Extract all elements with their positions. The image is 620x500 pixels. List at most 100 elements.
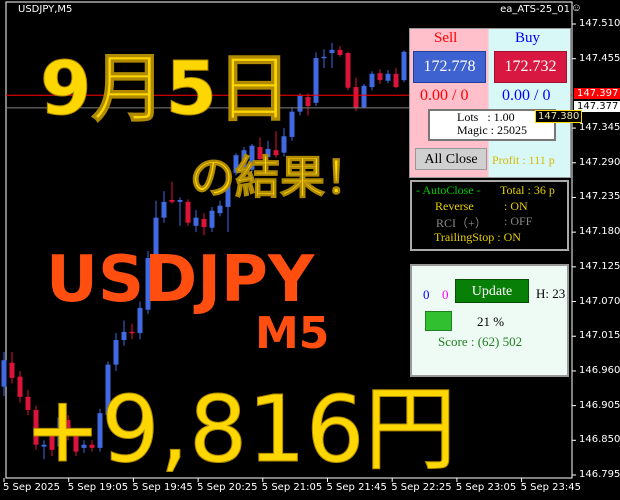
time-tick-label: 5 Sep 21:45 [326,482,387,493]
candle-body [281,136,287,153]
candle-body [137,307,143,334]
count-magenta: 0 [442,287,449,302]
overlay-timeframe: M5 [255,308,330,359]
candle-body [41,444,47,447]
price-tick-label: 146.905 [579,399,620,411]
time-tick-label: 5 Sep 23:45 [520,482,581,493]
ask-price-label: 147.377 [574,101,620,112]
all-close-button[interactable]: All Close [415,148,487,170]
candle-body [377,73,383,81]
smiley-icon: ☺ [570,2,582,14]
time-tick-label: 5 Sep 19:05 [67,482,129,493]
time-tick-label: 5 Sep 20:25 [197,482,258,493]
candle-body [121,331,127,341]
price-tick-label: 146.795 [579,469,620,480]
candle-body [1,360,7,387]
lots-value: Lots : 1.00 [457,110,515,124]
candle-body [33,410,39,445]
trailing-stop: TrailingStop : ON [434,230,521,244]
order-price-label: 147.380 [535,110,583,123]
status-panel: 0 0 Update H: 23 21 % Score : (62) 502 [410,264,569,377]
candle-body [193,217,199,226]
candle-body [337,49,343,55]
candle-body [105,364,111,416]
candle-body [145,258,151,310]
time-tick-label: 5 Sep 23:05 [455,482,517,493]
candle-body [265,148,271,158]
buy-button[interactable]: 172.732 [494,51,567,83]
candle-body [289,111,295,137]
progress-label: 21 % [477,314,505,329]
reverse-value: : ON [504,199,528,213]
candle-body [217,205,223,214]
price-tick-label: 147.290 [579,156,620,168]
overlay-result: の結果！ [189,151,371,204]
overlay-date: 9月5日 [40,46,292,132]
auto-close-panel: - AutoClose - Total : 36 p Reverse : ON … [410,180,569,251]
candle-body [225,172,231,207]
candle-body [169,199,175,202]
candle-body [65,420,71,435]
candle-body [49,434,55,450]
candle-body [97,413,103,448]
candle-body [329,49,335,54]
candle-body [129,331,135,334]
score-value: Score : (62) 502 [438,334,523,349]
time-tick-label: 5 Sep 22:25 [391,482,452,493]
candle-body [185,201,191,223]
candle-body [257,147,263,159]
price-tick-label: 146.850 [579,434,620,446]
price-tick-label: 147.235 [579,191,620,203]
candle-body [73,432,79,452]
price-tick-label: 147.125 [579,260,620,272]
candle-body [321,56,327,59]
candle-body [401,51,407,81]
magic-value: Magic : 25025 [457,123,527,137]
bid-price-label: 147.397 [574,88,620,99]
candle-body [81,444,87,448]
candle-body [297,95,303,112]
price-tick-label: 147.345 [579,122,620,134]
progress-indicator [425,311,452,331]
candle-body [177,199,183,202]
sell-button[interactable]: 172.778 [413,51,486,83]
candle-body [113,340,119,365]
candle-body [393,73,399,88]
buy-label: Buy [515,30,541,46]
candle-body [305,97,311,106]
price-tick-label: 147.455 [579,52,620,64]
candle-body [353,87,359,108]
candle-body [385,73,391,81]
count-blue: 0 [423,287,430,302]
candle-body [209,210,215,228]
overlay-pair: USDJPY [46,243,315,317]
update-button[interactable]: Update [455,279,529,303]
candle-body [57,417,63,447]
candle-body [249,145,255,170]
chart-symbol: USDJPY,M5 [18,4,73,15]
autoclose-title: - AutoClose - [416,183,481,197]
price-tick-label: 147.015 [579,330,620,342]
h-value: H: 23 [536,286,566,301]
candle-body [25,396,31,411]
candle-body [89,444,95,448]
rci-label: RCI（+） [436,216,487,230]
sell-label: Sell [434,30,458,46]
price-tick-label: 147.180 [579,226,620,238]
candle-body [9,362,15,378]
candle-body [369,73,375,88]
candle-body [345,53,351,88]
reverse-label: Reverse [435,199,474,213]
ea-name: ea_ATS-25_01 [500,4,570,15]
profit-value: Profit : 111 p [492,153,555,167]
time-tick-label: 5 Sep 21:05 [261,482,323,493]
candle-body [17,376,23,397]
price-tick-label: 146.960 [579,364,620,376]
time-tick-label: 5 Sep 19:45 [132,482,193,493]
candle-body [201,218,207,228]
price-tick-label: 147.070 [579,295,620,307]
candle-body [273,150,279,156]
candle-body [153,217,159,259]
trade-panel: Sell Buy 172.778 172.732 0.00 / 0 0.00 /… [409,28,571,178]
